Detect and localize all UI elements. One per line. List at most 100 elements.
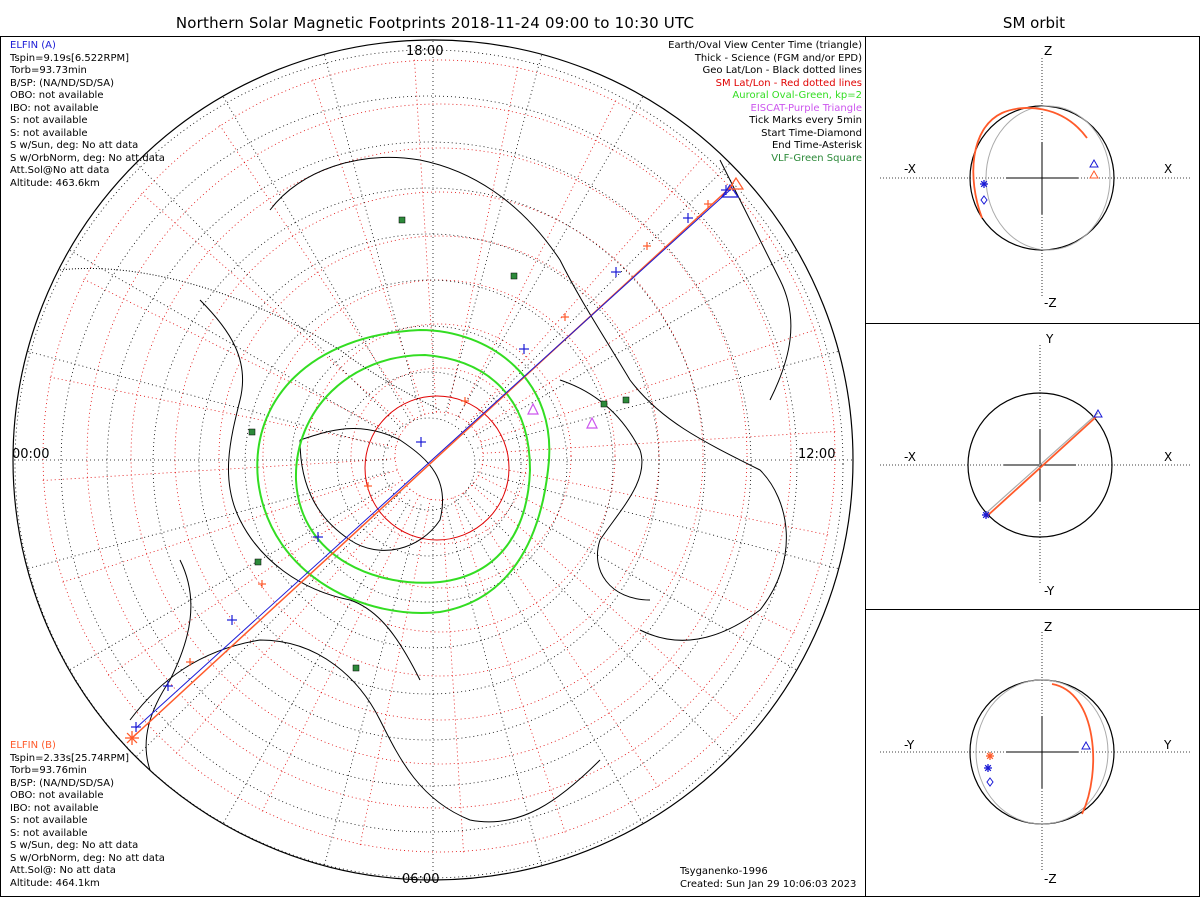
orbit2-right-label: X — [1164, 450, 1173, 464]
model-name: Tsyganenko-1996 — [680, 866, 768, 877]
sm-meridian — [482, 430, 839, 454]
sm-meridian — [458, 97, 618, 417]
elfin-b-line: IBO: not available — [10, 802, 99, 814]
coastline — [719, 159, 792, 401]
sm-meridian — [173, 488, 411, 757]
geo-meridian — [472, 482, 797, 671]
hour-label-right: 12:00 — [798, 447, 836, 462]
geo-meridian — [222, 499, 411, 824]
geo-latitude-ring — [60, 95, 798, 833]
orbit-end-asterisk — [980, 180, 988, 188]
sm-latitude-ring — [86, 103, 792, 809]
geo-meridian — [27, 350, 389, 449]
geo-latitude-ring — [336, 371, 522, 557]
sm-meridian — [59, 469, 398, 584]
auroral-oval-outer — [256, 328, 551, 614]
sm-meridian — [39, 458, 396, 482]
elfin-a-line: Torb=93.73min — [10, 65, 87, 76]
eiscat-triangle — [586, 416, 598, 429]
orbit-triangle-a — [1089, 158, 1099, 168]
sm-latitude-ring — [174, 191, 704, 721]
sm-meridian — [311, 76, 426, 415]
legend-entry: Tick Marks every 5min — [749, 115, 862, 126]
legend-entry: Start Time-Diamond — [761, 127, 862, 139]
hour-label-top: 18:00 — [406, 44, 444, 59]
map-boundary — [12, 39, 854, 881]
coastline — [199, 299, 421, 681]
geo-latitude-ring — [152, 187, 706, 741]
orbit-start-diamond — [980, 195, 988, 205]
sm-meridian — [478, 475, 798, 635]
orbit-earth-circle — [967, 392, 1113, 538]
orbit-panel-title: SM orbit — [1002, 14, 1066, 32]
elfin-a-line: S: not available — [10, 127, 88, 139]
eiscat-triangle — [527, 402, 539, 415]
orbit3-left-label: -Y — [904, 738, 915, 752]
orbit2-bottom-label: -Y — [1044, 584, 1055, 598]
geo-latitude-ring — [244, 279, 614, 649]
elfin-a-line: S w/Sun, deg: No att data — [10, 140, 139, 151]
orbit1-top-label: Z — [1044, 44, 1053, 58]
geo-meridian — [135, 162, 401, 428]
elfin-b-line: Torb=93.76min — [10, 765, 87, 776]
geo-meridian — [465, 492, 731, 758]
orbit-end-asterisk — [984, 764, 992, 772]
plot-title: Northern Solar Magnetic Footprints 2018-… — [175, 14, 695, 32]
elfin-a-line: OBO: not available — [10, 90, 104, 101]
elfin-b-line: Tspin=2.33s[25.74RPM] — [10, 752, 130, 764]
orbit-path-a — [985, 105, 1111, 251]
legend-entry: EISCAT-Purple Triangle — [750, 102, 863, 114]
orbit-triangle-b — [1089, 169, 1099, 179]
legend-entry: Auroral Oval-Green, kp=2 — [732, 90, 862, 101]
orbit2-top-label: Y — [1046, 332, 1054, 346]
map-legend: Earth/Oval View Center Time (triangle) T… — [668, 40, 862, 165]
orbit1-right-label: X — [1164, 162, 1173, 176]
sm-meridian — [480, 328, 819, 443]
sm-latitude-ring — [42, 59, 836, 853]
elfin-b-view-triangle — [727, 176, 745, 190]
sm-meridian — [447, 63, 519, 413]
sm-meridian — [475, 234, 773, 433]
elfin-b-line: Att.Sol@: No att data — [10, 865, 116, 876]
orbit-start-diamond — [986, 777, 994, 787]
legend-entry: VLF-Green Square — [771, 152, 862, 164]
elfin-a-info: ELFIN (A) Tspin=9.19s[6.522RPM] Torb=93.… — [10, 40, 165, 190]
orbit-path-b — [1051, 683, 1095, 815]
orbit-asterisk-b — [986, 752, 994, 760]
geo-meridian — [472, 249, 797, 438]
sm-meridian — [217, 122, 416, 420]
elfin-a-line: S w/OrbNorm, deg: No att.data — [10, 152, 165, 164]
sm-meridian — [46, 376, 396, 448]
sm-latitude-ring — [130, 147, 748, 765]
vlf-square — [622, 396, 630, 404]
coastline — [129, 639, 601, 823]
sm-meridian — [462, 492, 661, 790]
geo-meridian — [222, 96, 411, 421]
vlf-square — [510, 272, 518, 280]
vlf-square — [600, 400, 608, 408]
elfin-b-line: B/SP: (NA/ND/SD/SA) — [10, 777, 114, 789]
sm-latitude-ring — [306, 323, 572, 589]
created-timestamp: Created: Sun Jan 29 10:06:03 2023 — [680, 878, 857, 890]
hour-label-bottom: 06:00 — [402, 872, 440, 887]
elfin-b-line: OBO: not available — [10, 790, 104, 801]
legend-entry: Earth/Oval View Center Time (triangle) — [668, 40, 862, 51]
sm-meridian — [138, 190, 407, 428]
orbit-path-a — [975, 679, 1109, 825]
sm-meridian — [441, 499, 465, 856]
elfin-b-line: S: not available — [10, 827, 88, 839]
sm-latitude-ring — [262, 279, 616, 633]
sm-meridian — [80, 277, 400, 437]
sm-latitude-ring — [394, 411, 484, 501]
elfin-b-info: ELFIN (B) Tspin=2.33s[25.74RPM] Torb=93.… — [10, 740, 165, 890]
coastline — [559, 379, 651, 601]
elfin-b-name: ELFIN (B) — [10, 740, 56, 751]
orbit3-right-label: Y — [1164, 738, 1172, 752]
coastline — [269, 157, 787, 641]
elfin-b-end-asterisk — [126, 732, 138, 744]
orbit-path-b — [985, 416, 1097, 518]
coastline — [145, 559, 192, 771]
elfin-b-line: Altitude: 464.1km — [10, 877, 100, 889]
elfin-b-line: S w/Sun, deg: No att data — [10, 840, 139, 851]
orbit-path-b — [972, 107, 1088, 219]
